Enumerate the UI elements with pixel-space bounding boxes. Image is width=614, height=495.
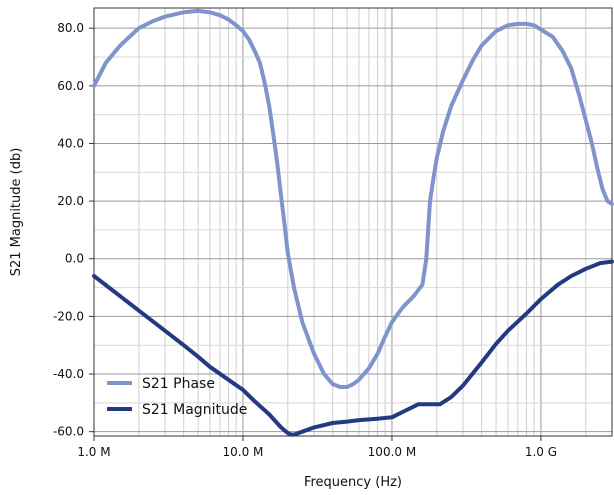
y-tick-label: 60.0 — [57, 79, 84, 93]
x-tick-label: 1.0 M — [77, 445, 110, 459]
y-tick-label: 0.0 — [65, 252, 84, 266]
x-tick-label: 1.0 G — [525, 445, 557, 459]
x-axis: 1.0 M 10.0 M 100.0 M 1.0 G — [77, 436, 557, 459]
grid — [93, 8, 613, 436]
legend: S21 Phase S21 Magnitude — [107, 376, 247, 418]
x-tick-label: 100.0 M — [368, 445, 417, 459]
y-tick-label: 40.0 — [57, 136, 84, 150]
y-tick-label: -20.0 — [53, 309, 84, 323]
plot-frame — [93, 7, 613, 437]
series-line-s21-phase — [92, 8, 614, 389]
legend-label: S21 Phase — [142, 376, 215, 392]
legend-label: S21 Magnitude — [142, 402, 247, 418]
x-tick-label: 10.0 M — [223, 445, 264, 459]
y-axis: 80.0 60.0 40.0 20.0 0.0 -20.0 -40.0 -60.0 — [53, 21, 94, 439]
y-tick-label: 20.0 — [57, 194, 84, 208]
y-tick-label: -60.0 — [53, 425, 84, 439]
y-axis-title: S21 Magnitude (db) — [9, 148, 24, 277]
series-layer — [92, 8, 614, 437]
y-tick-label: -40.0 — [53, 367, 84, 381]
y-tick-label: 80.0 — [57, 21, 84, 35]
x-axis-title: Frequency (Hz) — [304, 475, 402, 490]
series-line-s21-magnitude — [92, 259, 614, 437]
